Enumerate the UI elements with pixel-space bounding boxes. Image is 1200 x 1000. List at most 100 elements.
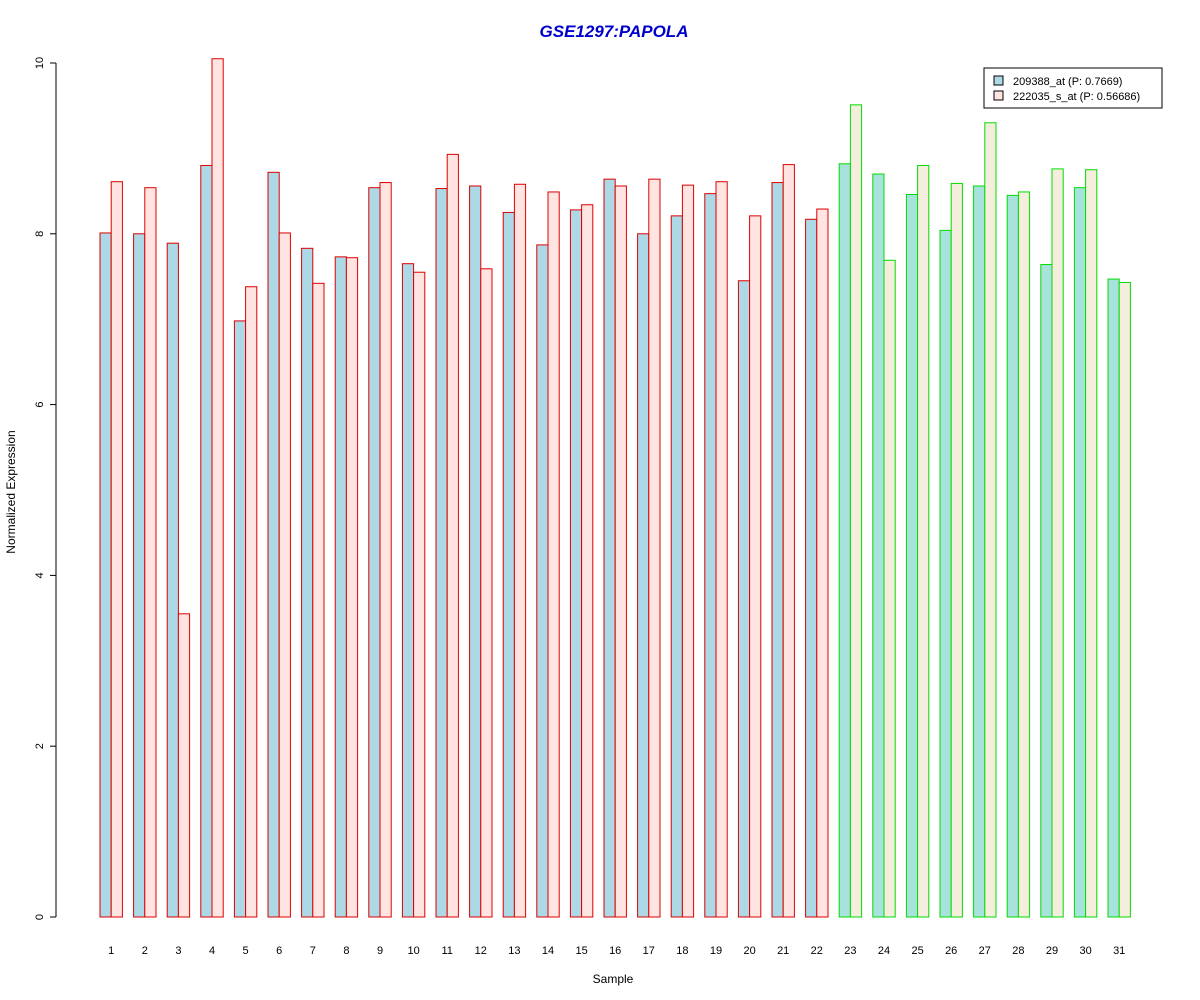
bar-sample-5-series-1 [233,320,247,918]
x-tick-label: 20 [743,945,755,957]
x-tick-label: 11 [441,945,452,957]
bar-sample-22-series-1 [805,218,818,918]
bar-sample-28-series-1 [1006,194,1019,918]
x-tick-label: 26 [945,945,957,957]
bar-sample-18-series-2 [681,184,695,918]
x-tick-label: 22 [811,945,823,957]
y-tick-label: 2 [34,743,46,749]
legend-label-series-2: 222035_s_at (P: 0.56686) [1013,91,1140,103]
y-tick-label: 4 [34,572,46,578]
y-tick-label: 0 [34,914,46,920]
bar-sample-26-series-1 [939,229,952,918]
x-tick-label: 2 [142,945,148,957]
bar-sample-8-series-2 [345,257,359,918]
y-tick-label: 6 [34,402,46,408]
x-tick-label: 18 [676,945,688,957]
bar-sample-10-series-2 [413,271,426,918]
bar-sample-16-series-1 [603,178,616,918]
bar-sample-24-series-2 [883,259,896,918]
bar-sample-15-series-2 [581,204,594,918]
bar-sample-23-series-2 [849,104,863,918]
bar-sample-23-series-1 [838,163,851,918]
bar-sample-31-series-2 [1118,281,1131,918]
bar-sample-3-series-1 [166,242,179,918]
x-tick-label: 29 [1046,945,1058,957]
bar-sample-17-series-2 [648,178,661,918]
bar-sample-5-series-2 [245,286,258,918]
x-tick-label: 10 [407,945,419,957]
bar-sample-10-series-1 [401,263,415,918]
x-tick-label: 16 [609,945,621,957]
bar-sample-12-series-2 [480,268,493,918]
x-tick-label: 12 [475,945,487,957]
bar-sample-9-series-2 [379,182,392,918]
bar-sample-17-series-1 [637,233,650,918]
bar-sample-3-series-2 [177,613,191,918]
x-tick-labels: 1 2 3 4 5 6 7 8 9 10 11 12 13 14 15 16 17 18 19 20 21 22 23 24 2… [108,945,1125,957]
bar-sample-25-series-1 [905,194,919,918]
bar-sample-31-series-1 [1107,278,1120,918]
bars-group [99,58,1131,918]
x-axis-label: Sample [593,972,634,986]
legend: 209388_at (P: 0.7669) 222035_s_at (P: 0.… [983,67,1163,109]
legend-swatch-series-2 [993,90,1004,101]
x-tick-label: 28 [1012,945,1024,957]
bar-sample-6-series-1 [267,171,280,918]
x-tick-label: 6 [276,945,282,957]
bar-sample-6-series-2 [278,232,291,918]
x-tick-label: 7 [310,945,316,957]
x-tick-label: 14 [542,945,554,957]
x-tick-label: 9 [377,945,383,957]
bar-sample-28-series-2 [1017,191,1031,918]
x-tick-label: 25 [911,945,923,957]
chart-title: GSE1297:PAPOLA [540,22,689,41]
y-axis: 0 2 4 6 8 10 [34,57,57,920]
bar-sample-16-series-2 [614,185,627,918]
bar-sample-7-series-2 [312,282,325,918]
bar-sample-8-series-1 [334,256,347,918]
x-tick-label: 17 [643,945,655,957]
legend-swatch-series-1 [993,75,1004,86]
bar-sample-9-series-1 [368,187,381,918]
x-tick-label: 13 [508,945,520,957]
x-tick-label: 30 [1079,945,1091,957]
bar-sample-11-series-2 [446,153,459,918]
bar-sample-24-series-1 [872,173,885,918]
x-tick-label: 5 [243,945,249,957]
bar-sample-14-series-1 [536,244,549,918]
bar-sample-29-series-2 [1051,168,1064,918]
bar-sample-20-series-1 [737,280,751,918]
bar-sample-2-series-2 [144,187,157,918]
bar-sample-25-series-2 [917,164,930,918]
bar-sample-1-series-1 [99,232,112,918]
x-tick-label: 24 [878,945,890,957]
legend-box [983,67,1163,109]
x-tick-label: 19 [710,945,722,957]
y-tick-label: 8 [34,231,46,237]
y-axis-label: Normalized Expression [4,430,18,553]
bar-sample-21-series-1 [771,182,784,918]
bar-sample-27-series-1 [973,185,986,918]
bar-sample-29-series-1 [1040,264,1053,918]
bar-sample-26-series-2 [950,182,963,918]
x-tick-label: 27 [979,945,991,957]
bar-sample-20-series-2 [749,215,762,918]
bar-sample-4-series-1 [200,164,213,918]
bar-sample-30-series-1 [1073,187,1087,918]
bar-sample-27-series-2 [984,122,997,918]
bar-sample-2-series-1 [133,233,146,918]
bar-sample-21-series-2 [782,164,795,918]
bar-sample-15-series-1 [569,209,583,918]
bar-sample-18-series-1 [670,215,683,918]
x-tick-label: 21 [777,945,789,957]
bar-sample-12-series-1 [469,185,482,918]
x-tick-label: 1 [108,945,114,957]
bar-sample-4-series-2 [211,58,224,918]
bar-sample-22-series-2 [816,208,829,918]
bar-sample-19-series-1 [704,193,717,918]
bar-sample-11-series-1 [435,188,448,918]
bar-sample-30-series-2 [1085,169,1098,918]
x-tick-label: 23 [844,945,856,957]
bar-sample-13-series-1 [502,211,515,918]
